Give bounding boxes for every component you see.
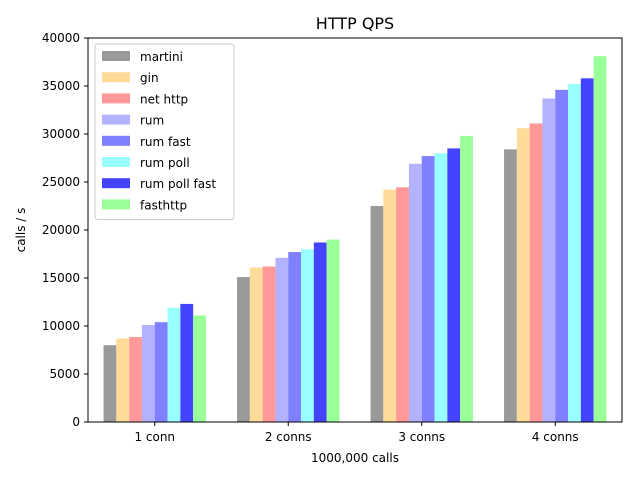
bar-rum-poll-2: [434, 153, 448, 422]
y-tick-label: 15000: [42, 271, 80, 285]
legend-swatch: [102, 157, 130, 167]
plot-area: 0 5000 10000 15000 20000 25000 30000 35000 40000…: [42, 31, 623, 444]
legend-label: net http: [140, 92, 188, 106]
bar-rum-2: [408, 163, 422, 422]
legend-swatch: [102, 135, 130, 146]
bar-fasthttp-3: [593, 56, 607, 423]
bar-rum-poll-fast-0: [180, 303, 194, 422]
y-tick-label: 25000: [42, 175, 80, 189]
bar-gin-1: [249, 267, 263, 422]
bar-net-http-1: [262, 266, 276, 422]
bar-rum-poll-fast-1: [313, 242, 327, 422]
y-axis-label: calls / s: [14, 208, 28, 253]
legend-label: rum: [140, 114, 164, 128]
chart-title: HTTP QPS: [316, 14, 394, 33]
bar-martini-2: [370, 206, 384, 422]
bar-gin-0: [116, 338, 130, 422]
legend-label: martini: [140, 50, 183, 64]
x-tick-label: 1 conn: [134, 430, 175, 444]
legend-label: rum poll fast: [140, 177, 216, 191]
bar-fasthttp-1: [326, 239, 340, 422]
legend-swatch: [102, 178, 130, 189]
bar-net-http-0: [129, 337, 142, 422]
bar-rum-3: [542, 98, 556, 422]
x-tick-label: 3 conns: [398, 430, 445, 444]
x-tick-label: 2 conns: [265, 430, 312, 444]
bar-martini-1: [237, 277, 250, 422]
legend-label: rum fast: [140, 135, 191, 149]
legend-label: rum poll: [140, 156, 190, 170]
bar-rum-poll-1: [301, 249, 314, 422]
y-tick-label: 10000: [42, 319, 80, 333]
bar-rum-poll-3: [568, 84, 581, 422]
bar-rum-poll-fast-2: [447, 148, 461, 422]
legend: martini gin net http rum rum fast rum poll rum…: [94, 43, 235, 221]
bar-rum-fast-1: [288, 252, 302, 422]
legend-swatch: [102, 114, 130, 125]
legend-label: gin: [140, 71, 159, 85]
bar-gin-2: [383, 189, 397, 422]
y-tick-label: 40000: [42, 31, 80, 45]
bar-rum-fast-0: [154, 322, 168, 422]
bar-rum-poll-0: [167, 307, 181, 422]
legend-swatch: [102, 72, 130, 83]
legend-swatch: [102, 93, 130, 104]
bar-martini-3: [504, 149, 517, 423]
bar-net-http-2: [396, 187, 409, 422]
bar-rum-fast-2: [421, 156, 435, 422]
bar-gin-3: [516, 128, 530, 423]
bar-rum-0: [141, 325, 155, 422]
legend-swatch: [102, 199, 130, 210]
bar-net-http-3: [529, 123, 543, 422]
bar-fasthttp-0: [193, 315, 206, 422]
x-axis-label: 1000,000 calls: [311, 451, 399, 465]
x-tick-label: 4 conns: [532, 430, 579, 444]
y-tick-label: 0: [72, 415, 80, 429]
y-tick-label: 30000: [42, 127, 80, 141]
bar-rum-fast-3: [555, 89, 569, 422]
legend-box: [94, 43, 235, 221]
y-tick-label: 35000: [42, 79, 80, 93]
bar-rum-1: [275, 257, 289, 422]
bar-fasthttp-2: [460, 135, 473, 423]
legend-label: fasthttp: [140, 198, 187, 212]
y-tick-label: 20000: [42, 223, 80, 237]
bar-rum-poll-fast-3: [580, 78, 594, 422]
legend-swatch: [102, 51, 130, 61]
y-tick-label: 5000: [49, 367, 80, 381]
bar-martini-0: [103, 345, 117, 422]
